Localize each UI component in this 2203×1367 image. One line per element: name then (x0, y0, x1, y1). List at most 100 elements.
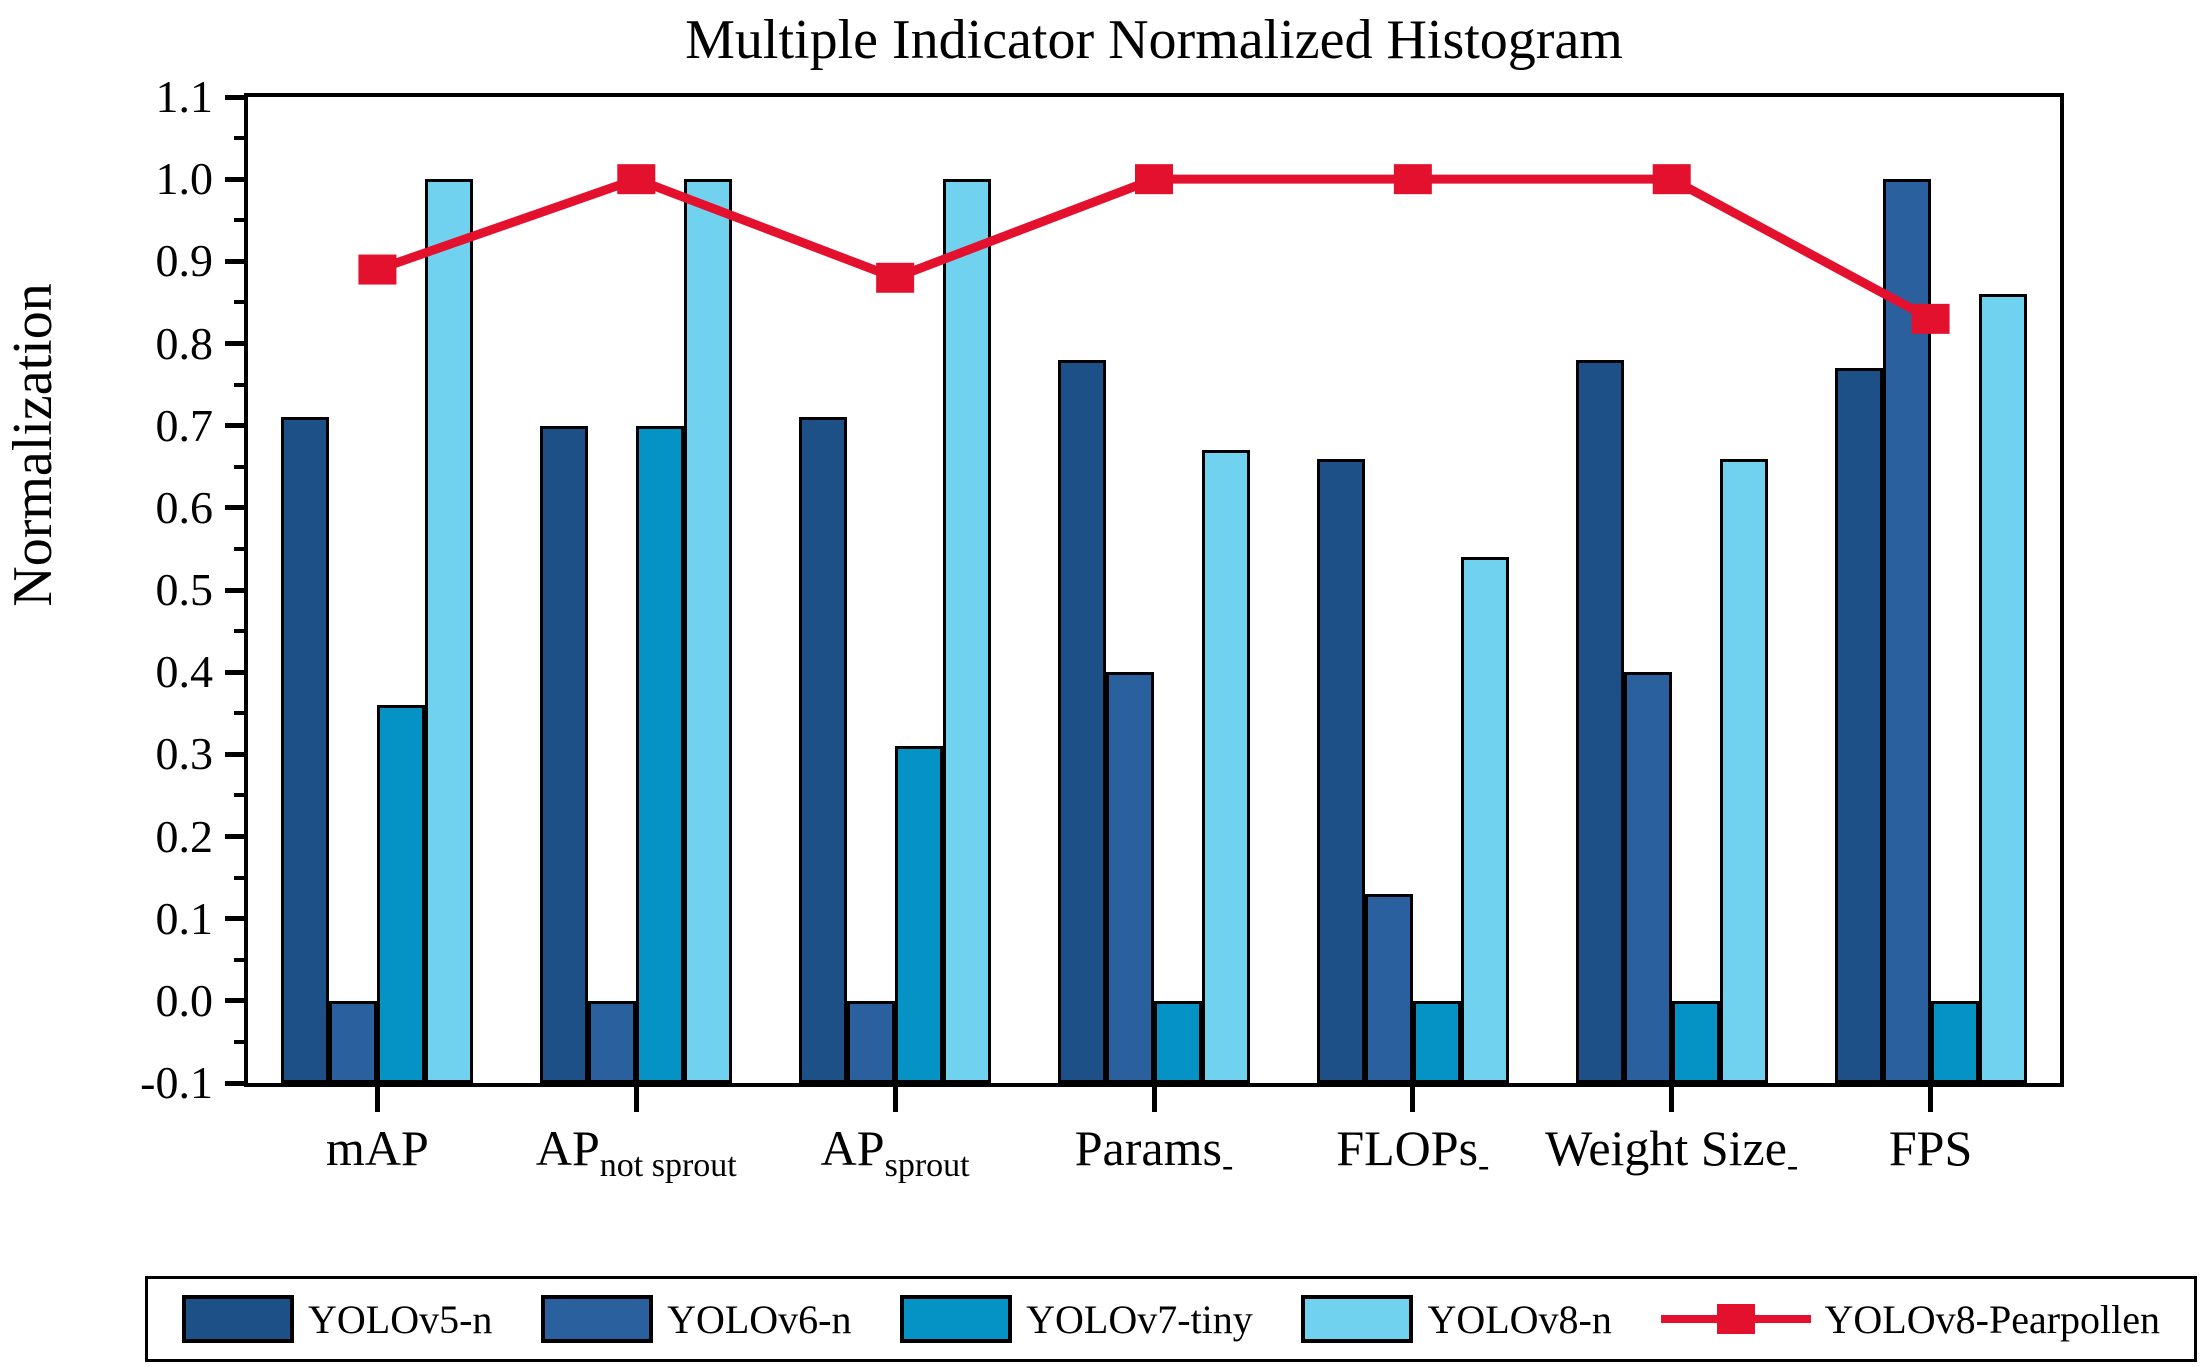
bar-YOLOv6-n-0 (329, 1000, 378, 1083)
y-axis-minor-tick (234, 1039, 248, 1044)
y-axis-tick-label: 0.5 (155, 564, 214, 615)
y-axis-major-tick (225, 258, 248, 264)
y-axis-major-tick (225, 916, 248, 922)
legend-label-yolov8-n: YOLOv8-n (1427, 1296, 1612, 1342)
y-axis-minor-tick (234, 382, 248, 387)
bar-YOLOv8-n-4 (1460, 557, 1509, 1083)
bar-YOLOv5-n-6 (1834, 368, 1883, 1083)
y-axis-minor-tick (234, 546, 248, 551)
bar-YOLOv7-tiny-0 (377, 705, 426, 1083)
y-axis-major-tick (225, 751, 248, 757)
pearpollen-line-series (358, 164, 1950, 334)
y-axis-minor-tick (234, 136, 248, 141)
bar-YOLOv5-n-0 (281, 417, 330, 1083)
legend-swatch-yolov5-n (182, 1295, 294, 1343)
y-axis-tick-label: 1.0 (155, 153, 214, 205)
y-axis-minor-tick (234, 300, 248, 305)
y-axis-tick-label: 0.9 (155, 235, 214, 287)
bar-YOLOv6-n-5 (1623, 672, 1672, 1083)
bar-YOLOv8-n-6 (1978, 294, 2027, 1083)
y-axis-minor-tick (234, 957, 248, 962)
bar-YOLOv8-n-0 (425, 179, 474, 1083)
square-marker (358, 254, 397, 285)
x-axis-tick (1151, 1087, 1157, 1112)
legend-swatch-yolov7-tiny (900, 1295, 1013, 1343)
y-axis-minor-tick (234, 218, 248, 223)
y-axis-major-tick (225, 998, 248, 1004)
bar-YOLOv7-tiny-1 (636, 425, 685, 1083)
chart-title: Multiple Indicator Normalized Histogram (685, 9, 1623, 71)
y-axis-minor-tick (234, 875, 248, 880)
bar-YOLOv7-tiny-2 (895, 746, 944, 1083)
y-axis-tick-label: -0.1 (140, 1057, 213, 1108)
bar-YOLOv7-tiny-6 (1930, 1000, 1979, 1083)
y-axis-minor-tick (234, 629, 248, 634)
x-axis-category-label: APnot sprout (535, 1120, 737, 1184)
legend-label-yolov5-n: YOLOv5-n (308, 1296, 493, 1342)
bar-YOLOv7-tiny-5 (1671, 1000, 1720, 1083)
y-axis-tick-label: 0.8 (155, 317, 214, 369)
y-axis-tick-label: 0.2 (155, 810, 214, 862)
legend-item-yolov8-n: YOLOv8-n (1301, 1295, 1612, 1343)
y-axis-major-tick (225, 423, 248, 429)
bar-YOLOv8-n-3 (1202, 450, 1250, 1083)
y-axis-minor-tick (234, 793, 248, 798)
x-axis-category-label: Weight Size- (1545, 1120, 1799, 1184)
y-axis-tick-label: 0.7 (155, 399, 214, 451)
legend-item-yolov8-pearpollen: YOLOv8-Pearpollen (1660, 1295, 2160, 1343)
y-axis-major-tick (225, 94, 248, 100)
y-axis-tick-label: 1.1 (155, 71, 214, 122)
line-path (375, 174, 1933, 323)
x-axis-category-label: FPS (1888, 1120, 1973, 1176)
y-axis-major-tick (225, 176, 248, 182)
y-axis-major-tick (225, 1080, 248, 1086)
bar-YOLOv5-n-5 (1575, 359, 1624, 1083)
bar-YOLOv5-n-1 (540, 425, 589, 1083)
bar-YOLOv8-n-1 (684, 179, 733, 1083)
x-axis-tick (1410, 1087, 1416, 1112)
legend-swatch-yolov8-n (1301, 1295, 1414, 1343)
legend-square-marker (1716, 1304, 1755, 1334)
legend: YOLOv5-n YOLOv6-n YOLOv7-tiny YOLOv8-n Y… (145, 1276, 2197, 1362)
y-axis-tick-label: 0.3 (155, 728, 214, 780)
y-axis-tick-label: 0.0 (155, 974, 214, 1026)
y-axis-major-tick (225, 834, 248, 839)
square-marker (617, 164, 656, 195)
square-marker (1135, 164, 1173, 195)
y-axis-minor-tick (234, 711, 248, 716)
legend-item-yolov6-n: YOLOv6-n (541, 1295, 852, 1343)
y-axis-tick-label: 0.4 (155, 646, 214, 698)
x-axis-category-label: FLOPs- (1336, 1120, 1490, 1184)
legend-line-marker-icon (1660, 1295, 1811, 1343)
legend-item-yolov5-n: YOLOv5-n (182, 1295, 492, 1343)
legend-label-yolov8-pearpollen: YOLOv8-Pearpollen (1824, 1296, 2160, 1342)
legend-item-yolov7-tiny: YOLOv7-tiny (900, 1295, 1253, 1343)
x-axis-tick (1928, 1087, 1934, 1112)
bar-YOLOv5-n-2 (799, 417, 848, 1083)
bar-YOLOv8-n-5 (1719, 458, 1768, 1083)
square-marker (876, 262, 915, 293)
bar-YOLOv7-tiny-3 (1154, 1000, 1202, 1083)
y-axis-major-tick (225, 669, 248, 675)
y-axis-minor-tick (234, 464, 248, 469)
y-axis-major-tick (225, 587, 248, 593)
x-axis-category-label: APsprout (820, 1120, 970, 1184)
bar-YOLOv7-tiny-4 (1412, 1000, 1461, 1083)
square-marker (1911, 303, 1950, 334)
x-axis-tick (1669, 1087, 1675, 1112)
bar-YOLOv6-n-1 (588, 1000, 637, 1083)
legend-label-yolov7-tiny: YOLOv7-tiny (1026, 1296, 1253, 1342)
x-axis-tick (892, 1087, 898, 1112)
y-axis-major-tick (225, 505, 248, 511)
square-marker (1393, 164, 1432, 195)
y-axis-major-tick (225, 341, 248, 346)
bar-YOLOv5-n-3 (1058, 359, 1106, 1083)
square-marker (1652, 164, 1691, 195)
x-axis-category-label: mAP (326, 1120, 429, 1176)
x-axis-tick (633, 1087, 639, 1112)
x-axis-category-label: Params- (1074, 1120, 1234, 1184)
legend-label-yolov6-n: YOLOv6-n (667, 1296, 852, 1342)
bar-YOLOv6-n-4 (1364, 894, 1413, 1083)
bar-YOLOv6-n-3 (1106, 672, 1154, 1083)
legend-swatch-yolov6-n (541, 1295, 654, 1343)
